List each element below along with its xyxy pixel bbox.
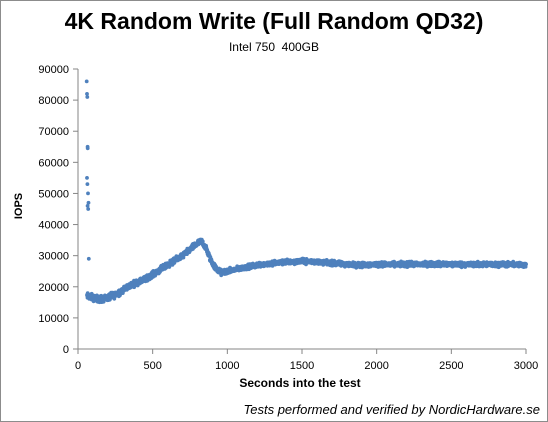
x-tick-label: 1000 [215, 360, 239, 372]
y-tick-label: 90000 [38, 64, 69, 76]
data-point [85, 95, 90, 99]
data-point [524, 262, 528, 266]
y-tick-label: 40000 [38, 220, 69, 232]
x-tick-label: 3000 [514, 360, 538, 372]
x-tick-label: 1500 [290, 360, 314, 372]
data-point [84, 79, 89, 84]
credit-footer: Tests performed and verified by NordicHa… [243, 402, 541, 417]
x-tick-label: 2000 [364, 360, 388, 372]
data-point [86, 256, 91, 261]
y-tick-label: 70000 [38, 126, 69, 138]
data-point [86, 200, 91, 205]
y-tick-label: 20000 [38, 282, 69, 294]
data-point [85, 204, 90, 208]
y-tick-label: 60000 [38, 157, 69, 169]
x-tick-label: 2500 [439, 360, 463, 372]
data-point [85, 92, 89, 96]
data-point [86, 191, 90, 196]
data-point [85, 146, 90, 151]
y-tick-label: 50000 [38, 188, 69, 200]
data-points [84, 79, 528, 305]
x-axis-label: Seconds into the test [239, 376, 361, 390]
axes: 0100002000030000400005000060000700008000… [38, 64, 538, 372]
data-point [86, 207, 91, 211]
y-tick-label: 10000 [38, 313, 69, 325]
chart-subtitle: Intel 750 400GB [228, 40, 320, 54]
data-point [85, 182, 90, 187]
y-axis-label: IOPS [13, 192, 26, 220]
x-tick-label: 500 [143, 360, 161, 372]
x-tick-label: 0 [75, 360, 81, 372]
y-tick-label: 80000 [38, 95, 69, 107]
y-tick-label: 30000 [38, 251, 69, 263]
chart-title: 4K Random Write (Full Random QD32) [64, 8, 484, 34]
data-point [200, 239, 205, 244]
data-point [85, 176, 89, 180]
y-tick-label: 0 [63, 344, 69, 356]
